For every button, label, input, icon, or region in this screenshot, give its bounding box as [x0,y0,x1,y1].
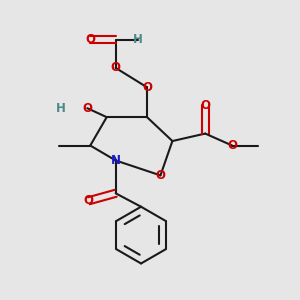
Text: O: O [200,99,210,112]
Text: O: O [111,61,121,74]
Text: O: O [82,102,92,115]
Text: N: N [111,154,121,167]
Text: O: O [85,33,95,46]
Text: H: H [133,33,143,46]
Text: O: O [142,81,152,94]
Text: H: H [56,102,65,115]
Text: O: O [84,194,94,207]
Text: O: O [155,169,166,182]
Text: O: O [227,139,237,152]
